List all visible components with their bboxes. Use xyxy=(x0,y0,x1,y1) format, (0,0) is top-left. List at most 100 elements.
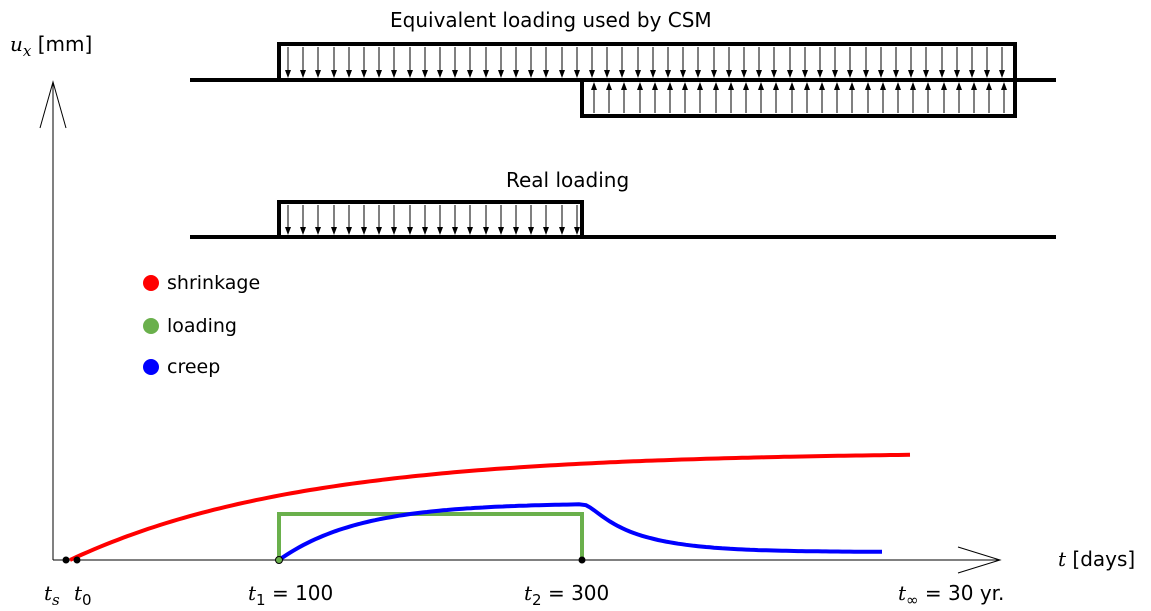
real-loading-diagram xyxy=(190,200,1056,239)
equivalent-down-arrow-head xyxy=(923,70,929,78)
equivalent-down-arrow-head xyxy=(863,70,869,78)
ts-point xyxy=(62,556,70,564)
equivalent-up-arrow-head xyxy=(986,82,992,90)
equivalent-down-arrow-head xyxy=(680,70,686,78)
equivalent-down-arrow-head xyxy=(285,70,291,78)
equivalent-down-arrow-head xyxy=(756,70,762,78)
equivalent-down-arrow-head xyxy=(711,70,717,78)
real-down-arrow-head xyxy=(361,227,367,235)
t0-point xyxy=(73,556,81,564)
real-down-arrow-head xyxy=(422,227,428,235)
equivalent-down-arrow-head xyxy=(422,70,428,78)
legend-dot-shrinkage xyxy=(143,275,159,291)
equivalent-down-arrow-head xyxy=(346,70,352,78)
real-down-arrow-head xyxy=(559,227,565,235)
equivalent-downward-block xyxy=(277,42,1017,80)
legend-label-loading: loading xyxy=(167,315,237,337)
equivalent-up-arrow-head xyxy=(1001,82,1007,90)
equivalent-down-arrow-head xyxy=(832,70,838,78)
real-down-arrow-head xyxy=(331,227,337,235)
real-down-arrow-head xyxy=(376,227,382,235)
equivalent-down-arrow-head xyxy=(604,70,610,78)
equivalent-down-arrow-head xyxy=(665,70,671,78)
equivalent-down-arrow-head xyxy=(574,70,580,78)
equivalent-down-arrow-head xyxy=(300,70,306,78)
equivalent-down-arrow-head xyxy=(407,70,413,78)
equivalent-down-arrow-head xyxy=(452,70,458,78)
equivalent-down-arrow-head xyxy=(543,70,549,78)
equivalent-up-arrow-head xyxy=(819,82,825,90)
real-down-arrow-head xyxy=(407,227,413,235)
equivalent-down-arrow-head xyxy=(741,70,747,78)
real-down-arrow-head xyxy=(391,227,397,235)
equivalent-down-arrow-head xyxy=(437,70,443,78)
equivalent-down-arrow-head xyxy=(498,70,504,78)
equivalent-up-arrow-head xyxy=(925,82,931,90)
equivalent-down-arrow-head xyxy=(802,70,808,78)
real-down-arrow-head xyxy=(437,227,443,235)
creep-curve xyxy=(277,502,882,562)
equivalent-down-arrow-head xyxy=(483,70,489,78)
tick-t0: t0 xyxy=(74,581,92,609)
tick-tinf: t∞ = 30 yr. xyxy=(898,581,1005,609)
real-down-arrow-head xyxy=(543,227,549,235)
y-axis-var: u xyxy=(10,32,23,56)
real-downward-arrows xyxy=(285,205,580,235)
equivalent-upward-arrows xyxy=(591,82,1007,113)
legend-dot-creep xyxy=(143,359,159,375)
equivalent-up-arrow-head xyxy=(804,82,810,90)
x-axis-label: t [days] xyxy=(1058,549,1135,569)
real-down-arrow-head xyxy=(300,227,306,235)
real-down-arrow-head xyxy=(513,227,519,235)
real-loading-title: Real loading xyxy=(506,168,630,192)
t1-point xyxy=(275,556,283,564)
equivalent-up-arrow-head xyxy=(621,82,627,90)
legend-label-shrinkage: shrinkage xyxy=(167,272,261,294)
equivalent-up-arrow-head xyxy=(956,82,962,90)
equivalent-up-arrow-head xyxy=(895,82,901,90)
legend-item-loading: loading xyxy=(143,315,237,337)
y-axis-label: ux [mm] xyxy=(10,34,92,59)
equivalent-down-arrow-head xyxy=(787,70,793,78)
real-down-arrow-head xyxy=(315,227,321,235)
real-down-arrow-head xyxy=(574,227,580,235)
equivalent-down-arrow-head xyxy=(391,70,397,78)
equivalent-up-arrow-head xyxy=(652,82,658,90)
loading-curve xyxy=(277,512,584,560)
real-down-arrow-head xyxy=(285,227,291,235)
t2-point xyxy=(578,556,586,564)
equivalent-up-arrow-head xyxy=(834,82,840,90)
equivalent-up-arrow-head xyxy=(865,82,871,90)
equivalent-up-arrow-head xyxy=(910,82,916,90)
equivalent-up-arrow-head xyxy=(606,82,612,90)
equivalent-down-arrow-head xyxy=(513,70,519,78)
legend-item-creep: creep xyxy=(143,356,220,378)
equivalent-down-arrow-head xyxy=(999,70,1005,78)
equivalent-down-arrow-head xyxy=(908,70,914,78)
equivalent-up-arrow-head xyxy=(789,82,795,90)
equivalent-down-arrow-head xyxy=(847,70,853,78)
equivalent-up-arrow-head xyxy=(697,82,703,90)
equivalent-up-arrow-head xyxy=(728,82,734,90)
equivalent-up-arrow-head xyxy=(758,82,764,90)
real-down-arrow-head xyxy=(483,227,489,235)
real-down-arrow-head xyxy=(498,227,504,235)
real-down-arrow-head xyxy=(528,227,534,235)
equivalent-down-arrow-head xyxy=(589,70,595,78)
equivalent-up-arrow-head xyxy=(941,82,947,90)
equivalent-down-arrow-head xyxy=(559,70,565,78)
y-axis-sub: x xyxy=(22,42,32,60)
equivalent-up-arrow-head xyxy=(591,82,597,90)
equivalent-down-arrow-head xyxy=(635,70,641,78)
shrinkage-curve xyxy=(69,452,911,562)
equivalent-down-arrow-head xyxy=(984,70,990,78)
equivalent-down-arrow-head xyxy=(315,70,321,78)
equivalent-downward-arrows xyxy=(285,47,1005,78)
x-axis-var: t xyxy=(1058,547,1067,571)
equivalent-up-arrow-head xyxy=(637,82,643,90)
equivalent-down-arrow-head xyxy=(817,70,823,78)
real-down-arrow-head xyxy=(467,227,473,235)
equivalent-up-arrow-head xyxy=(743,82,749,90)
equivalent-up-arrow-head xyxy=(682,82,688,90)
legend-item-shrinkage: shrinkage xyxy=(143,272,260,294)
